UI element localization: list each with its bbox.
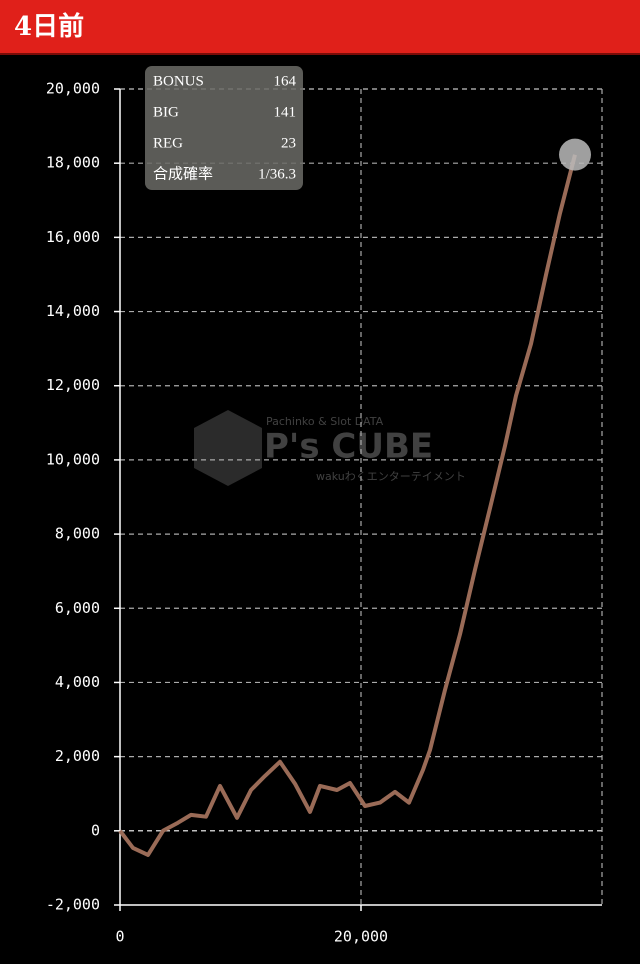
- y-tick-label: 14,000: [46, 302, 100, 320]
- stat-value: 164: [274, 73, 297, 89]
- stats-bg: [145, 66, 303, 190]
- y-tick-label: 2,000: [55, 747, 100, 765]
- stat-label: 合成確率: [153, 165, 213, 182]
- y-tick-label: 10,000: [46, 450, 100, 468]
- watermark-logo: [194, 410, 262, 486]
- stat-value: 141: [274, 104, 297, 120]
- stats-box: BONUS 164 BIG 141 REG 23 合成確率 1/36.3: [145, 66, 303, 190]
- stat-label: BONUS: [153, 73, 204, 89]
- y-tick-label: 6,000: [55, 599, 100, 617]
- y-tick-label: 0: [91, 821, 100, 839]
- header-title: 4日前: [14, 11, 84, 42]
- y-tick-label: -2,000: [46, 896, 100, 914]
- y-tick-label: 8,000: [55, 525, 100, 543]
- y-tick-label: 12,000: [46, 376, 100, 394]
- watermark: Pachinko & Slot DATA P's CUBE wakuわくエンター…: [194, 410, 466, 486]
- header-bar: [0, 0, 640, 55]
- y-tick-label: 4,000: [55, 673, 100, 691]
- end-point: [559, 138, 592, 171]
- stat-label: REG: [153, 135, 183, 151]
- y-tick-label: 16,000: [46, 228, 100, 246]
- stat-value: 1/36.3: [258, 166, 296, 182]
- plot: -2,000 0 2,000 4,000 6,000 8,000 10,000 12,000 1…: [46, 80, 603, 946]
- stat-value: 23: [281, 135, 296, 151]
- series-line: [118, 154, 577, 857]
- y-tick-label: 18,000: [46, 154, 100, 172]
- x-tick-label: 20,000: [334, 928, 388, 946]
- y-tick-label: 20,000: [46, 80, 100, 98]
- stat-label: BIG: [153, 104, 179, 120]
- header-border: [0, 53, 640, 55]
- x-tick-label: 0: [115, 928, 124, 946]
- watermark-company: wakuわくエンターテイメント: [316, 470, 466, 483]
- watermark-tagline: Pachinko & Slot DATA: [266, 415, 384, 428]
